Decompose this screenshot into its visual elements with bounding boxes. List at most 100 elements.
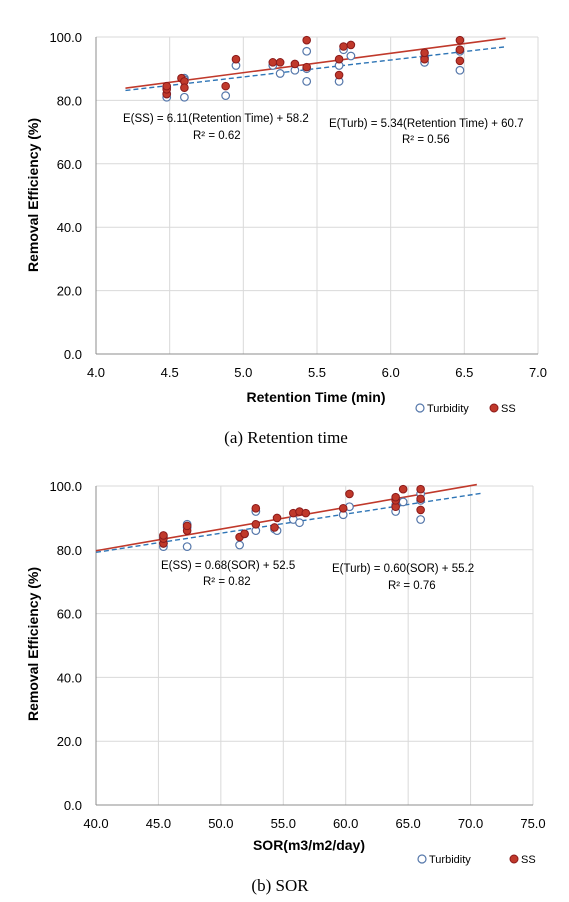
point-ss (268, 58, 278, 67)
legend-marker-turbidity (415, 403, 425, 413)
point-ss (180, 83, 189, 93)
axes (95, 37, 538, 355)
x-tick-label: 60.0 (333, 816, 358, 831)
x-tick-label: 70.0 (458, 816, 483, 831)
data-points (159, 484, 426, 552)
point-ss (301, 508, 311, 518)
point-turbidity (302, 46, 312, 56)
point-ss (302, 62, 311, 72)
point-ss (455, 56, 465, 66)
grid-lines (95, 36, 539, 355)
x-tick-label: 45.0 (146, 816, 171, 831)
point-ss (182, 521, 192, 531)
legend-label-turbidity: Turbidity (429, 854, 471, 866)
x-tick-label: 40.0 (83, 816, 108, 831)
point-ss (231, 54, 241, 64)
y-tick-label: 20.0 (57, 734, 82, 749)
x-tick-label: 5.0 (234, 365, 252, 380)
y-tick-label: 80.0 (57, 543, 82, 558)
x-tick-label: 4.0 (87, 365, 105, 380)
point-ss (416, 484, 425, 494)
point-ss (346, 40, 356, 50)
legend-marker-ss (489, 403, 499, 413)
y-axis-title: Removal Efficiency (%) (25, 118, 41, 272)
y-axis-title: Removal Efficiency (%) (25, 567, 41, 721)
y-tick-label: 40.0 (57, 670, 82, 685)
point-turbidity (235, 540, 244, 550)
point-turbidity (221, 91, 231, 101)
point-ss (420, 48, 429, 58)
legend-label-ss: SS (521, 854, 536, 866)
tick-labels: 4.0 4.5 5.0 5.5 6.0 6.5 7.0 0.0 20.0 40.0 60.0 80.0… (49, 30, 547, 380)
equation-turbidity: E(Turb) = 0.60(SOR) + 55.2 (332, 563, 474, 575)
point-ss (302, 35, 311, 45)
y-tick-label: 100.0 (49, 30, 82, 45)
legend-label-turbidity: Turbidity (427, 403, 469, 415)
point-ss (455, 35, 465, 45)
r-squared-ss: R² = 0.62 (193, 130, 241, 142)
x-axis-title: Retention Time (min) (247, 389, 386, 405)
y-tick-label: 0.0 (64, 798, 82, 813)
y-tick-label: 20.0 (57, 284, 82, 299)
x-tick-label: 55.0 (271, 816, 296, 831)
equation-turbidity: E(Turb) = 5.34(Retention Time) + 60.7 (329, 118, 524, 130)
y-tick-label: 60.0 (57, 157, 82, 172)
point-ss (272, 513, 282, 523)
x-tick-label: 50.0 (208, 816, 233, 831)
r-squared-turbidity: R² = 0.56 (402, 134, 450, 146)
y-tick-label: 80.0 (57, 93, 82, 108)
legend-marker-ss (509, 854, 519, 864)
x-tick-label: 4.5 (161, 365, 179, 380)
data-points (162, 35, 465, 102)
trendline-turbidity (95, 492, 484, 554)
y-tick-label: 60.0 (57, 607, 82, 622)
point-ss (290, 59, 300, 69)
point-ss (275, 58, 285, 67)
point-ss (162, 81, 172, 91)
point-ss (251, 504, 261, 513)
point-ss (398, 484, 408, 494)
point-turbidity (455, 65, 465, 75)
y-tick-label: 100.0 (49, 479, 82, 494)
y-tick-label: 40.0 (57, 220, 82, 235)
point-ss (339, 42, 348, 51)
y-tick-label: 0.0 (64, 347, 82, 362)
x-axis-title: SOR(m3/m2/day) (253, 837, 365, 853)
point-ss (455, 45, 465, 54)
r-squared-turbidity: R² = 0.76 (388, 580, 436, 592)
caption-b: (b) SOR (251, 876, 309, 895)
chart-sor: 40.0 45.0 50.0 55.0 60.0 65.0 70.0 75.0 0.0 20.0 4… (25, 479, 546, 895)
point-ss (221, 81, 230, 91)
equation-ss: E(SS) = 0.68(SOR) + 52.5 (161, 560, 295, 572)
legend: Turbidity SS (415, 403, 516, 415)
x-tick-label: 6.5 (455, 365, 473, 380)
point-turbidity (346, 51, 356, 61)
point-ss (251, 519, 261, 529)
trendlines (125, 37, 506, 92)
x-tick-label: 7.0 (529, 365, 547, 380)
legend-label-ss: SS (501, 403, 516, 415)
point-turbidity (179, 92, 189, 102)
point-ss (416, 505, 425, 515)
point-ss (416, 494, 425, 504)
x-tick-label: 65.0 (395, 816, 420, 831)
x-tick-label: 5.5 (308, 365, 326, 380)
x-tick-label: 6.0 (382, 365, 400, 380)
point-ss (159, 531, 168, 540)
x-tick-label: 75.0 (520, 816, 545, 831)
r-squared-ss: R² = 0.82 (203, 576, 251, 588)
point-ss (391, 492, 400, 502)
point-ss (240, 529, 249, 539)
legend: Turbidity SS (417, 854, 536, 866)
point-ss (338, 504, 348, 513)
point-turbidity (275, 69, 285, 78)
chart-retention-time: 4.0 4.5 5.0 5.5 6.0 6.5 7.0 0.0 20.0 40.0 60.0 80.0… (25, 30, 547, 447)
point-ss (270, 523, 279, 532)
caption-a: (a) Retention time (224, 428, 348, 447)
trendline-ss (125, 37, 506, 89)
tick-labels: 40.0 45.0 50.0 55.0 60.0 65.0 70.0 75.0 0.0 20.0 4… (49, 479, 545, 831)
point-ss (334, 54, 344, 64)
point-turbidity (398, 497, 408, 507)
point-turbidity (295, 518, 304, 528)
